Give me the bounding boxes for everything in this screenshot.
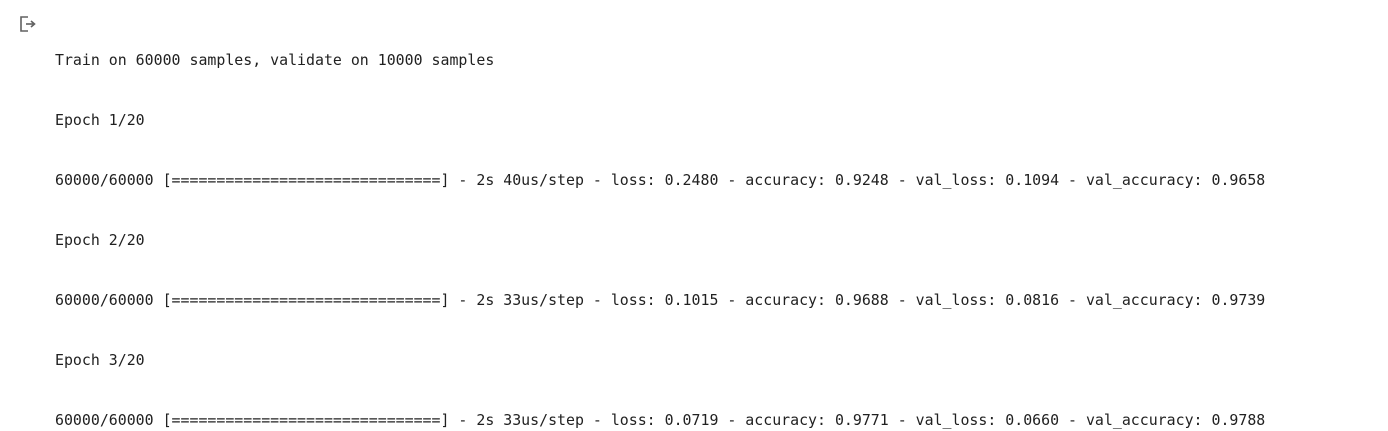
output-text: Train on 60000 samples, validate on 1000… <box>55 10 1385 431</box>
epoch-label: Epoch 1/20 <box>55 111 145 129</box>
epoch-label: Epoch 3/20 <box>55 351 145 369</box>
epoch-progress-line: 60000/60000 [===========================… <box>55 411 1266 429</box>
epoch-label: Epoch 2/20 <box>55 231 145 249</box>
output-header: Train on 60000 samples, validate on 1000… <box>55 51 495 69</box>
output-redirect-icon[interactable] <box>18 14 38 34</box>
epoch-progress-line: 60000/60000 [===========================… <box>55 171 1266 189</box>
epoch-progress-line: 60000/60000 [===========================… <box>55 291 1266 309</box>
